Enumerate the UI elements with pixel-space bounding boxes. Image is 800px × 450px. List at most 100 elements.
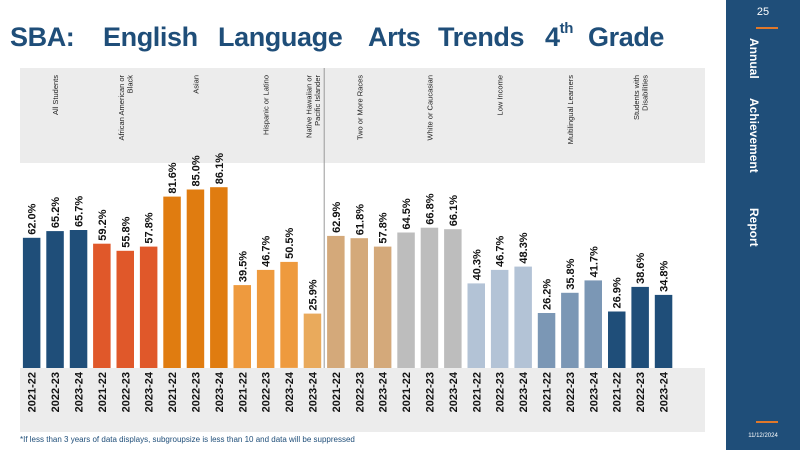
sidebar-accent-line [756,421,778,423]
tick-label: 2023-24 [518,371,530,412]
group-label: Asian [192,75,201,94]
tick-label: 2021-22 [471,372,483,412]
tick-label: 2022-23 [565,372,577,412]
title-number: 4 [545,22,560,52]
data-label: 38.6% [635,252,647,283]
tick-label: 2021-22 [237,372,249,412]
data-label: 61.8% [354,204,366,235]
data-label: 55.8% [120,216,132,247]
tick-label: 2023-24 [378,371,390,412]
bar [22,237,41,368]
data-label: 26.9% [612,277,624,308]
tick-label: 2021-22 [27,372,39,412]
bar [561,292,579,368]
tick-label: 2022-23 [635,372,647,412]
data-label: 39.5% [237,251,249,282]
tick-label: 2022-23 [495,372,507,412]
bar [210,187,228,368]
data-label: 40.3% [471,249,483,280]
data-label: 66.8% [425,193,437,224]
tick-label: 2021-22 [97,372,109,412]
bar [490,269,509,368]
group-label: Disabilities [640,75,649,111]
bar [327,235,345,368]
tick-label: 2023-24 [659,371,671,412]
bar [280,261,298,368]
data-label: 86.1% [214,153,226,184]
bar [163,196,181,368]
bar [467,283,485,368]
data-label: 48.3% [518,232,530,263]
bar [233,285,251,369]
title-word: Language [218,22,343,52]
tick-label: 2021-22 [167,372,179,412]
data-label: 50.5% [284,227,296,258]
tick-label: 2021-22 [331,372,343,412]
slide-date: 11/12/2024 [748,433,778,439]
tick-label: 2023-24 [284,371,296,412]
data-label: 65.7% [74,196,86,227]
bar [116,250,134,368]
tick-label: 2021-22 [542,372,554,412]
group-label: Multilingual Learners [566,75,575,144]
tick-label: 2023-24 [588,371,600,412]
title-word: Grade [588,22,665,52]
data-label: 26.2% [542,279,554,310]
tick-label: 2023-24 [214,371,226,412]
bar [256,269,275,368]
title-grade-number: 4th [545,20,574,53]
data-label: 46.7% [261,235,273,266]
tick-label: 2023-24 [144,371,156,412]
title-word: Arts [368,22,421,52]
group-label: Hispanic or Latino [262,75,271,135]
group-header-panel [20,68,705,163]
title-word: Trends [438,22,525,52]
group-label: Two or More Races [355,75,364,140]
bar [631,286,649,368]
bar [584,280,602,368]
tick-label: 2022-23 [120,372,132,412]
bar [608,311,626,368]
tick-label: 2021-22 [612,372,624,412]
data-label: 62.0% [27,203,39,234]
bar [350,238,368,368]
bar [93,243,111,368]
bar [373,246,392,368]
title-ordinal: th [559,20,574,37]
sidebar: 25 Annual Achievement Report 11/12/2024 [726,0,800,450]
bar [444,229,462,368]
title-word: English [103,22,198,52]
tick-label: 2023-24 [308,371,320,412]
data-label: 59.2% [97,209,109,240]
data-label: 64.5% [401,198,413,229]
data-label: 25.9% [308,279,320,310]
data-label: 57.8% [378,212,390,243]
bar [537,313,556,368]
tick-label: 2023-24 [74,371,86,412]
group-label: White or Caucasian [426,75,435,140]
tick-label: 2022-23 [354,372,366,412]
bar [186,189,205,368]
bar [46,231,64,368]
data-label: 65.2% [50,197,62,228]
data-label: 34.8% [659,260,671,291]
group-label: Low Income [496,75,505,115]
data-label: 35.8% [565,258,577,289]
tick-label: 2022-23 [425,372,437,412]
bar [69,230,88,368]
data-label: 62.9% [331,201,343,232]
bar [139,246,158,368]
data-label: 46.7% [495,235,507,266]
bar [420,227,439,368]
sidebar-accent-line [756,27,778,29]
bar [303,313,322,368]
tick-label: 2023-24 [448,371,460,412]
tick-label: 2022-23 [261,372,273,412]
tick-label: 2022-23 [50,372,62,412]
page-title: SBA: English Language Arts Trends 4th Gr… [10,20,710,62]
group-label: Pacific Islander [313,75,322,126]
data-label: 66.1% [448,195,460,226]
data-label: 57.8% [144,212,156,243]
group-label: Native Hawaiian or [304,75,313,138]
data-label: 81.6% [167,162,179,193]
